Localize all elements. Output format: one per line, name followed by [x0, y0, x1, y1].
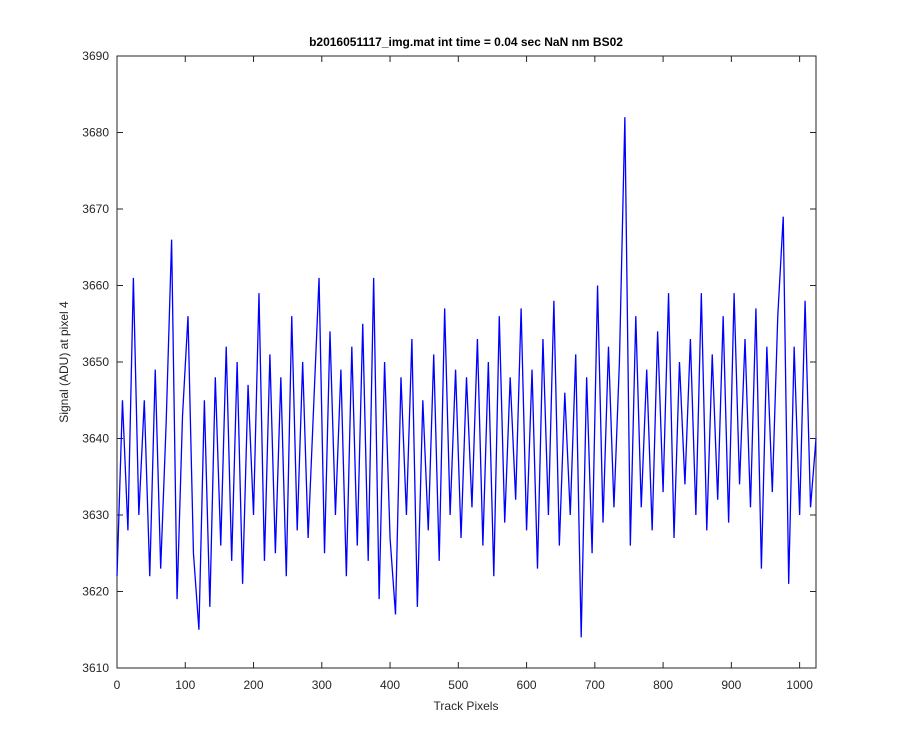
x-axis-label: Track Pixels: [434, 699, 499, 713]
x-tick-label: 400: [380, 678, 400, 692]
y-axis-label: Signal (ADU) at pixel 4: [57, 301, 71, 423]
x-tick-label: 200: [244, 678, 264, 692]
x-tick-label: 600: [517, 678, 537, 692]
x-tick-label: 100: [175, 678, 195, 692]
y-tick-label: 3670: [82, 202, 109, 216]
x-tick-label: 1000: [786, 678, 813, 692]
y-tick-label: 3640: [82, 432, 109, 446]
chart-title: b2016051117_img.mat int time = 0.04 sec …: [309, 35, 623, 49]
data-line: [116, 117, 817, 638]
y-tick-label: 3610: [82, 661, 109, 675]
y-tick-label: 3680: [82, 126, 109, 140]
x-tick-label: 700: [585, 678, 605, 692]
plot-frame: [116, 55, 817, 669]
y-tick-label: 3660: [82, 279, 109, 293]
x-tick-label: 800: [653, 678, 673, 692]
y-tick-label: 3650: [82, 355, 109, 369]
x-tick-label: 300: [312, 678, 332, 692]
x-tick-label: 500: [448, 678, 468, 692]
x-tick-label: 900: [721, 678, 741, 692]
y-tick-label: 3690: [82, 49, 109, 63]
y-tick-label: 3620: [82, 585, 109, 599]
y-tick-label: 3630: [82, 508, 109, 522]
plot: 0 100 200 300 400 500 600 700 800 900 1000 3610 3620…: [82, 49, 817, 692]
x-tick-label: 0: [114, 678, 121, 692]
